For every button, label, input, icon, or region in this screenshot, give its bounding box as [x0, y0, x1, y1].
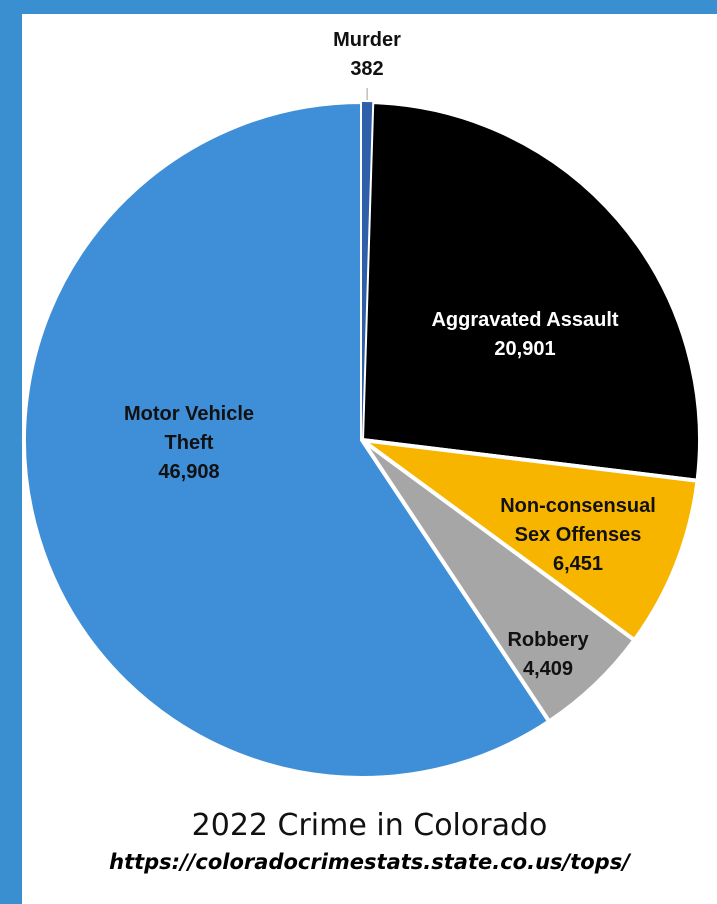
slice-label-robbery: Robbery 4,409	[507, 629, 589, 680]
chart-source-url: https://coloradocrimestats.state.co.us/t…	[109, 850, 630, 874]
pie-slice-aggravated-assault	[360, 100, 702, 483]
slice-label-murder: Murder 382	[333, 29, 401, 80]
chart-title: 2022 Crime in Colorado	[191, 808, 548, 843]
slice-label-aggravated-assault: Aggravated Assault 20,901	[431, 309, 618, 360]
pie-slice-motor-vehicle-theft	[22, 100, 552, 780]
pie-slice-sex-offenses	[360, 438, 700, 643]
left-border	[0, 0, 22, 904]
slice-label-sex-offenses: Non-consensual Sex Offenses 6,451	[500, 495, 656, 575]
pie-slice-murder-sliver	[362, 102, 373, 440]
slice-label-motor-vehicle-theft: Motor Vehicle Theft 46,908	[124, 403, 254, 483]
top-border	[0, 0, 717, 14]
